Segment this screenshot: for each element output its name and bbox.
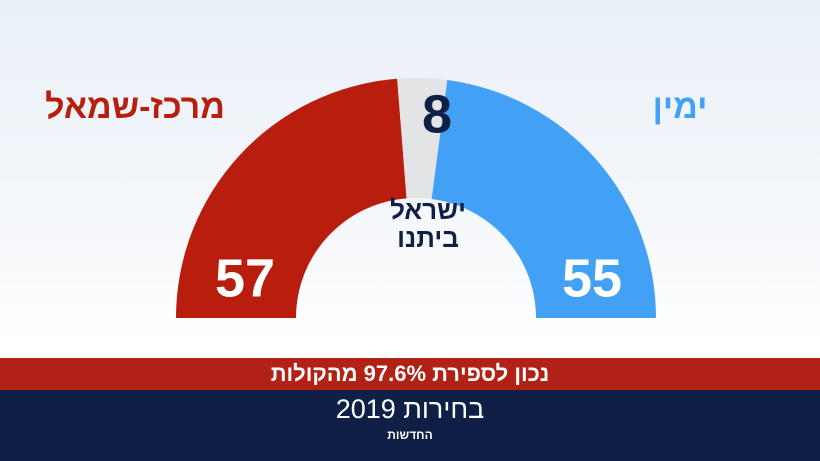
category-label: מרכז-שמאל	[45, 88, 225, 126]
title: בחירות 2019	[335, 394, 485, 424]
value-label: 55	[562, 248, 622, 308]
category-label: ישראל ביתנו	[390, 195, 466, 253]
segment	[431, 80, 656, 319]
category-label: ימין	[652, 88, 708, 126]
value-label: 8	[422, 84, 452, 144]
segment	[397, 78, 448, 200]
footer	[0, 390, 820, 461]
segment	[176, 78, 407, 318]
logo: החדשות	[387, 428, 433, 442]
subtitle: נכון לספירת 97.6% מהקולות	[270, 361, 550, 386]
banner	[0, 358, 820, 390]
value-label: 57	[215, 248, 275, 308]
